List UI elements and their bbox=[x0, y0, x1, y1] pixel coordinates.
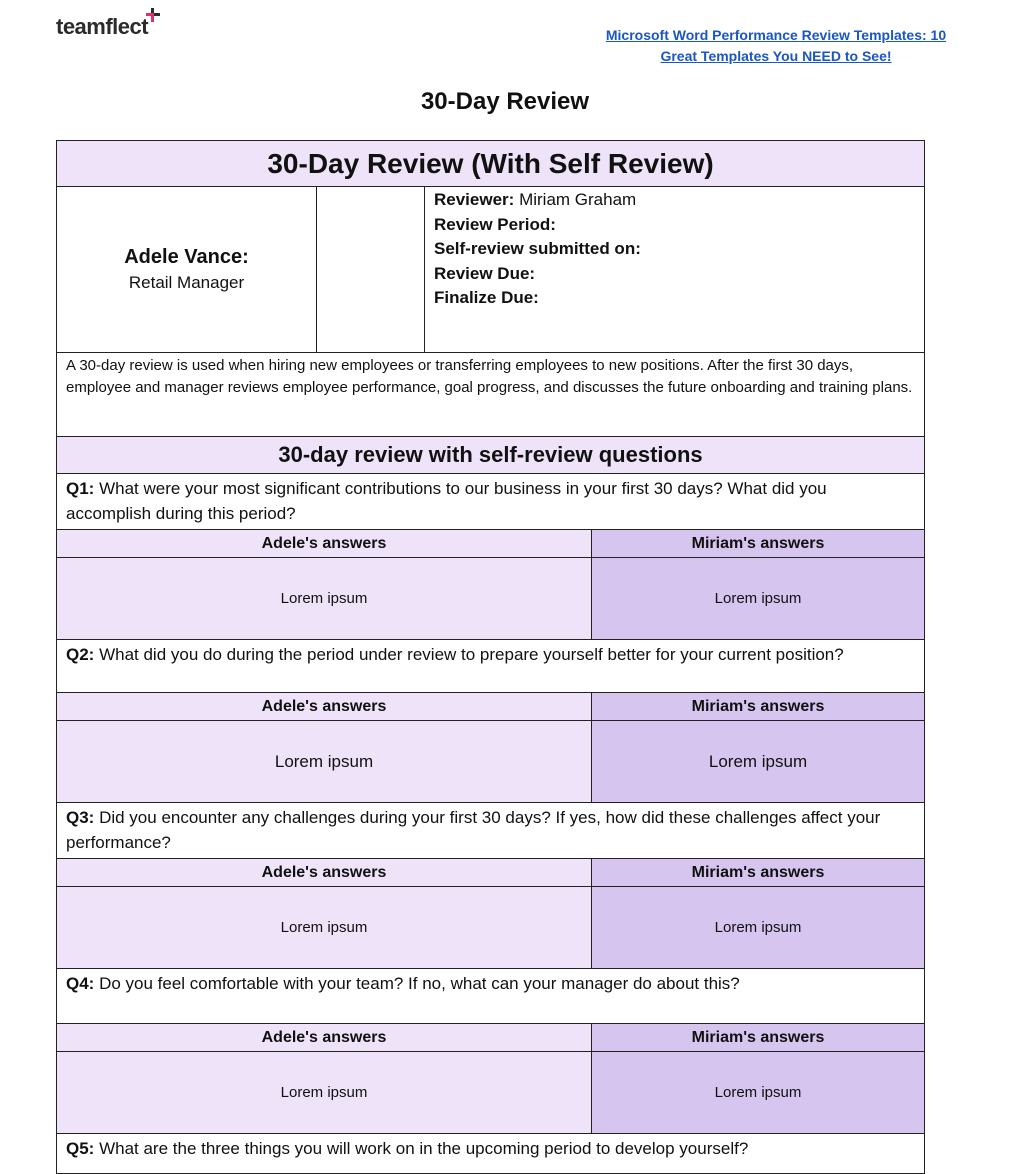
review-due-label: Review Due: bbox=[434, 263, 536, 283]
logo-text: teamflect bbox=[56, 14, 149, 39]
review-info: Reviewer: Miriam Graham Review Period: S… bbox=[423, 186, 926, 353]
reviewer-label: Reviewer: bbox=[434, 190, 515, 209]
employee-name: Adele Vance: bbox=[124, 246, 249, 268]
manager-answer[interactable]: Lorem ipsum bbox=[590, 1051, 926, 1134]
employee-answer[interactable]: Lorem ipsum bbox=[56, 886, 592, 969]
manager-answer[interactable]: Lorem ipsum bbox=[590, 720, 926, 803]
employee-answers-header: Adele's answers bbox=[56, 529, 592, 558]
blank-cell bbox=[316, 186, 425, 353]
teamflect-logo: teamflect bbox=[56, 8, 161, 40]
manager-answer[interactable]: Lorem ipsum bbox=[590, 886, 926, 969]
manager-answers-header: Miriam's answers bbox=[590, 529, 926, 558]
employee-answer[interactable]: Lorem ipsum bbox=[56, 1051, 592, 1134]
form-title: 30-Day Review (With Self Review) bbox=[55, 140, 926, 187]
employee-answer[interactable]: Lorem ipsum bbox=[56, 720, 592, 803]
manager-answer[interactable]: Lorem ipsum bbox=[590, 557, 926, 640]
plus-icon bbox=[146, 8, 161, 22]
question-1: Q1: What were your most significant cont… bbox=[55, 473, 926, 530]
question-4: Q4: Do you feel comfortable with your te… bbox=[55, 968, 926, 1024]
employee-answers-header: Adele's answers bbox=[56, 692, 592, 721]
document-title: 30-Day Review bbox=[420, 88, 590, 115]
employee-answers-header: Adele's answers bbox=[56, 1023, 592, 1052]
finalize-due-label: Finalize Due: bbox=[434, 288, 539, 307]
review-form: 30-Day Review (With Self Review) Adele V… bbox=[55, 140, 926, 1174]
description: A 30-day review is used when hiring new … bbox=[55, 352, 926, 437]
question-5: Q5: What are the three things you will w… bbox=[55, 1133, 926, 1174]
manager-answers-header: Miriam's answers bbox=[590, 692, 926, 721]
manager-answers-header: Miriam's answers bbox=[590, 1023, 926, 1052]
templates-link[interactable]: Microsoft Word Performance Review Templa… bbox=[605, 27, 947, 64]
review-period-label: Review Period: bbox=[434, 214, 556, 234]
reviewer-value: Miriam Graham bbox=[519, 190, 637, 209]
question-3: Q3: Did you encounter any challenges dur… bbox=[55, 802, 926, 859]
employee-cell: Adele Vance: Retail Manager bbox=[56, 186, 317, 353]
manager-answers-header: Miriam's answers bbox=[590, 858, 926, 887]
self-review-label: Self-review submitted on: bbox=[434, 239, 641, 258]
employee-role: Retail Manager bbox=[128, 273, 245, 292]
section-title: 30-day review with self-review questions bbox=[55, 436, 926, 474]
employee-answers-header: Adele's answers bbox=[56, 858, 592, 887]
employee-answer[interactable]: Lorem ipsum bbox=[56, 557, 592, 640]
question-2: Q2: What did you do during the period un… bbox=[55, 639, 926, 693]
